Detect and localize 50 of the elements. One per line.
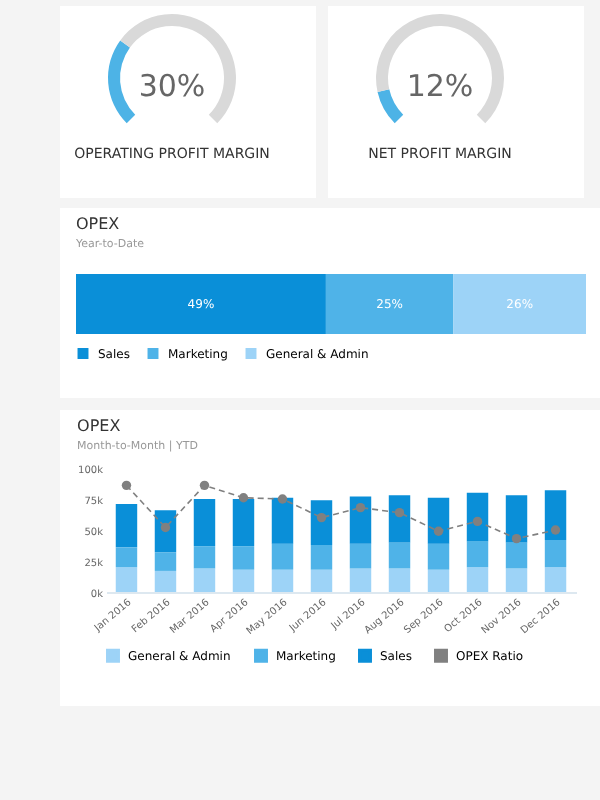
bar bbox=[466, 541, 489, 568]
bar bbox=[193, 546, 216, 569]
point bbox=[394, 507, 405, 518]
point bbox=[121, 480, 132, 491]
bar bbox=[271, 497, 294, 544]
bar bbox=[349, 568, 372, 592]
bar bbox=[466, 492, 489, 542]
bar bbox=[271, 569, 294, 592]
bar bbox=[427, 497, 450, 544]
chart-title: OPEX bbox=[76, 215, 121, 233]
bar bbox=[115, 567, 138, 592]
bar bbox=[544, 490, 567, 540]
bar bbox=[310, 544, 333, 570]
bar bbox=[271, 543, 294, 570]
bar bbox=[505, 568, 528, 592]
point bbox=[511, 534, 522, 544]
bar bbox=[349, 496, 372, 544]
text: 12% bbox=[406, 68, 474, 104]
bar bbox=[427, 569, 450, 592]
bar bbox=[388, 495, 411, 543]
chart-title: OPEX bbox=[77, 417, 122, 435]
bar bbox=[505, 495, 528, 543]
point bbox=[199, 480, 210, 491]
bar bbox=[232, 546, 255, 570]
point bbox=[433, 526, 444, 536]
bar bbox=[115, 547, 138, 568]
bar bbox=[388, 568, 411, 592]
bar bbox=[310, 569, 333, 592]
point bbox=[355, 503, 366, 513]
bar bbox=[427, 543, 450, 570]
bar bbox=[232, 569, 255, 592]
point bbox=[316, 512, 327, 523]
bar bbox=[505, 542, 528, 569]
bar bbox=[544, 539, 567, 568]
point bbox=[277, 494, 288, 504]
bar bbox=[193, 499, 216, 547]
bar bbox=[466, 567, 489, 592]
bar bbox=[232, 499, 255, 547]
point bbox=[550, 525, 561, 535]
bar bbox=[193, 568, 216, 592]
point bbox=[238, 493, 249, 503]
bar bbox=[154, 570, 177, 592]
bar bbox=[388, 542, 411, 569]
bar bbox=[349, 543, 372, 569]
bar bbox=[115, 503, 138, 548]
text: 30% bbox=[138, 68, 206, 104]
bar bbox=[310, 500, 333, 545]
bar bbox=[544, 567, 567, 592]
point bbox=[472, 516, 483, 526]
bar bbox=[154, 552, 177, 571]
